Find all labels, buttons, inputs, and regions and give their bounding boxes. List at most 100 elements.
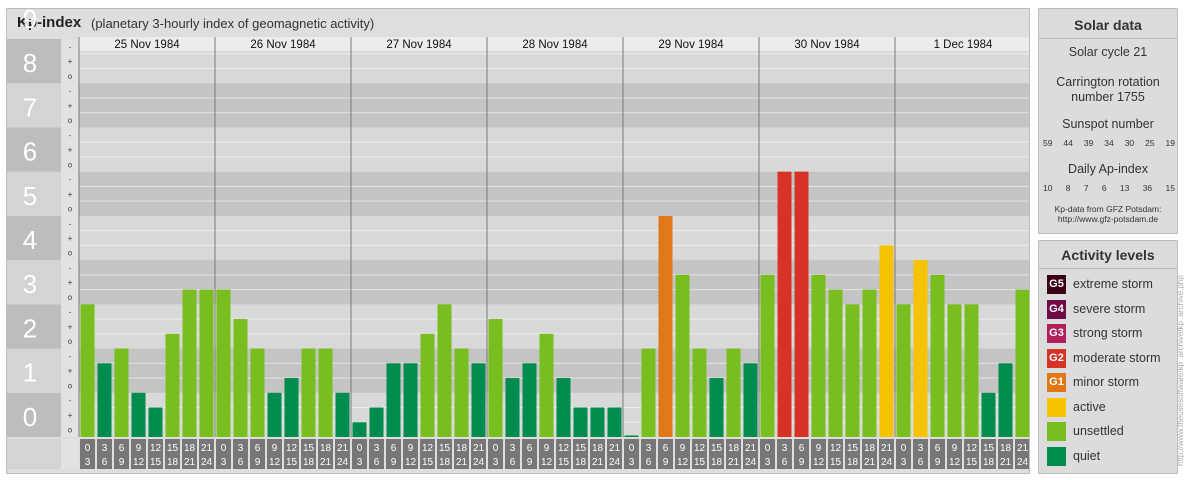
kp-bar [114, 348, 129, 437]
sub-tick-marker: o [68, 293, 73, 302]
interval-start-label: 3 [102, 443, 108, 454]
date-label: 26 Nov 1984 [250, 39, 316, 51]
sub-tick-marker: + [68, 57, 73, 66]
kp-chart-panel: Kp-index (planetary 3-hourly index of ge… [6, 8, 1030, 474]
y-axis-band [7, 260, 61, 305]
interval-cell [658, 439, 673, 469]
interval-end-label: 18 [575, 457, 587, 468]
kp-bar [199, 289, 214, 437]
interval-end-label: 15 [422, 457, 434, 468]
interval-end-label: 21 [320, 457, 332, 468]
interval-end-label: 21 [728, 457, 740, 468]
interval-end-label: 12 [269, 457, 281, 468]
interval-start-label: 21 [201, 443, 213, 454]
interval-cell [777, 439, 792, 469]
sub-tick-marker: - [68, 396, 73, 405]
source-link[interactable]: http://www.gfz-potsdam.de [1057, 214, 1159, 224]
kp-bar [930, 274, 945, 437]
interval-start-label: 0 [85, 443, 91, 454]
ap-value: 8 [1065, 183, 1071, 193]
interval-start-label: 15 [847, 443, 859, 454]
interval-end-label: 6 [374, 457, 380, 468]
interval-end-label: 18 [167, 457, 179, 468]
ap-value: 36 [1142, 183, 1153, 193]
interval-end-label: 3 [85, 457, 91, 468]
legend-swatch-g4: G4 [1047, 299, 1066, 319]
kp-bar [182, 289, 197, 437]
interval-start-label: 0 [493, 443, 499, 454]
interval-end-label: 18 [983, 457, 995, 468]
interval-start-label: 18 [592, 443, 604, 454]
interval-end-label: 9 [391, 457, 397, 468]
interval-cell [80, 439, 95, 469]
kp-bar [964, 304, 979, 437]
interval-cell [760, 439, 775, 469]
sunspot-value: 30 [1124, 138, 1135, 148]
interval-start-label: 12 [422, 443, 434, 454]
interval-start-label: 6 [527, 443, 533, 454]
kp-bar [879, 245, 894, 437]
interval-end-label: 3 [901, 457, 907, 468]
interval-end-label: 6 [510, 457, 516, 468]
interval-start-label: 12 [966, 443, 978, 454]
interval-start-label: 15 [167, 443, 179, 454]
interval-start-label: 3 [918, 443, 924, 454]
interval-end-label: 3 [765, 457, 771, 468]
interval-start-label: 18 [1000, 443, 1012, 454]
legend-item-g3: G3 strong storm [1047, 324, 1175, 344]
interval-start-label: 6 [255, 443, 261, 454]
interval-start-label: 9 [272, 443, 278, 454]
interval-cell [148, 439, 163, 469]
sunspot-value: 59 [1043, 138, 1053, 148]
legend-label: minor storm [1073, 375, 1139, 389]
kp-bar [216, 289, 231, 437]
legend-label: moderate storm [1073, 350, 1161, 365]
interval-end-label: 3 [493, 457, 499, 468]
strip-filler [7, 439, 61, 469]
interval-start-label: 3 [782, 443, 788, 454]
divider [1039, 38, 1177, 39]
interval-cell [420, 439, 435, 469]
interval-end-label: 18 [303, 457, 315, 468]
interval-end-label: 12 [813, 457, 825, 468]
interval-cell [607, 439, 622, 469]
sub-tick-marker: o [68, 426, 73, 435]
sub-tick-marker: o [68, 160, 73, 169]
interval-end-label: 21 [864, 457, 876, 468]
interval-start-label: 21 [745, 443, 757, 454]
ap-index-values: 10 8 7 6 13 36 15 [1043, 183, 1175, 193]
interval-start-label: 0 [221, 443, 227, 454]
ap-value: 13 [1119, 183, 1130, 193]
kp-bar [658, 215, 673, 437]
interval-end-label: 12 [405, 457, 417, 468]
plot-band [79, 83, 1029, 128]
kp-bar [828, 289, 843, 437]
kp-bar [301, 348, 316, 437]
interval-cell [930, 439, 945, 469]
interval-start-label: 3 [510, 443, 516, 454]
legend-item-active: active [1047, 397, 1175, 418]
y-tick-label: 3 [23, 269, 37, 299]
interval-cell [981, 439, 996, 469]
y-tick-label: 1 [23, 358, 37, 388]
y-axis-band [7, 215, 61, 261]
sunspot-title: Sunspot number [1062, 117, 1154, 131]
interval-start-label: 6 [935, 443, 941, 454]
interval-end-label: 21 [1000, 457, 1012, 468]
interval-end-label: 24 [1017, 457, 1029, 468]
interval-cell [267, 439, 282, 469]
interval-start-label: 0 [357, 443, 363, 454]
interval-end-label: 15 [150, 457, 162, 468]
interval-end-label: 6 [918, 457, 924, 468]
kp-bar [675, 274, 690, 437]
interval-start-label: 9 [680, 443, 686, 454]
legend-swatch-unsettled [1047, 422, 1066, 441]
ap-value: 7 [1083, 183, 1089, 193]
interval-end-label: 15 [286, 457, 298, 468]
y-axis-band [7, 127, 61, 172]
interval-start-label: 9 [816, 443, 822, 454]
date-label: 28 Nov 1984 [522, 39, 588, 51]
ap-index-title: Daily Ap-index [1068, 162, 1148, 176]
interval-start-label: 15 [439, 443, 451, 454]
